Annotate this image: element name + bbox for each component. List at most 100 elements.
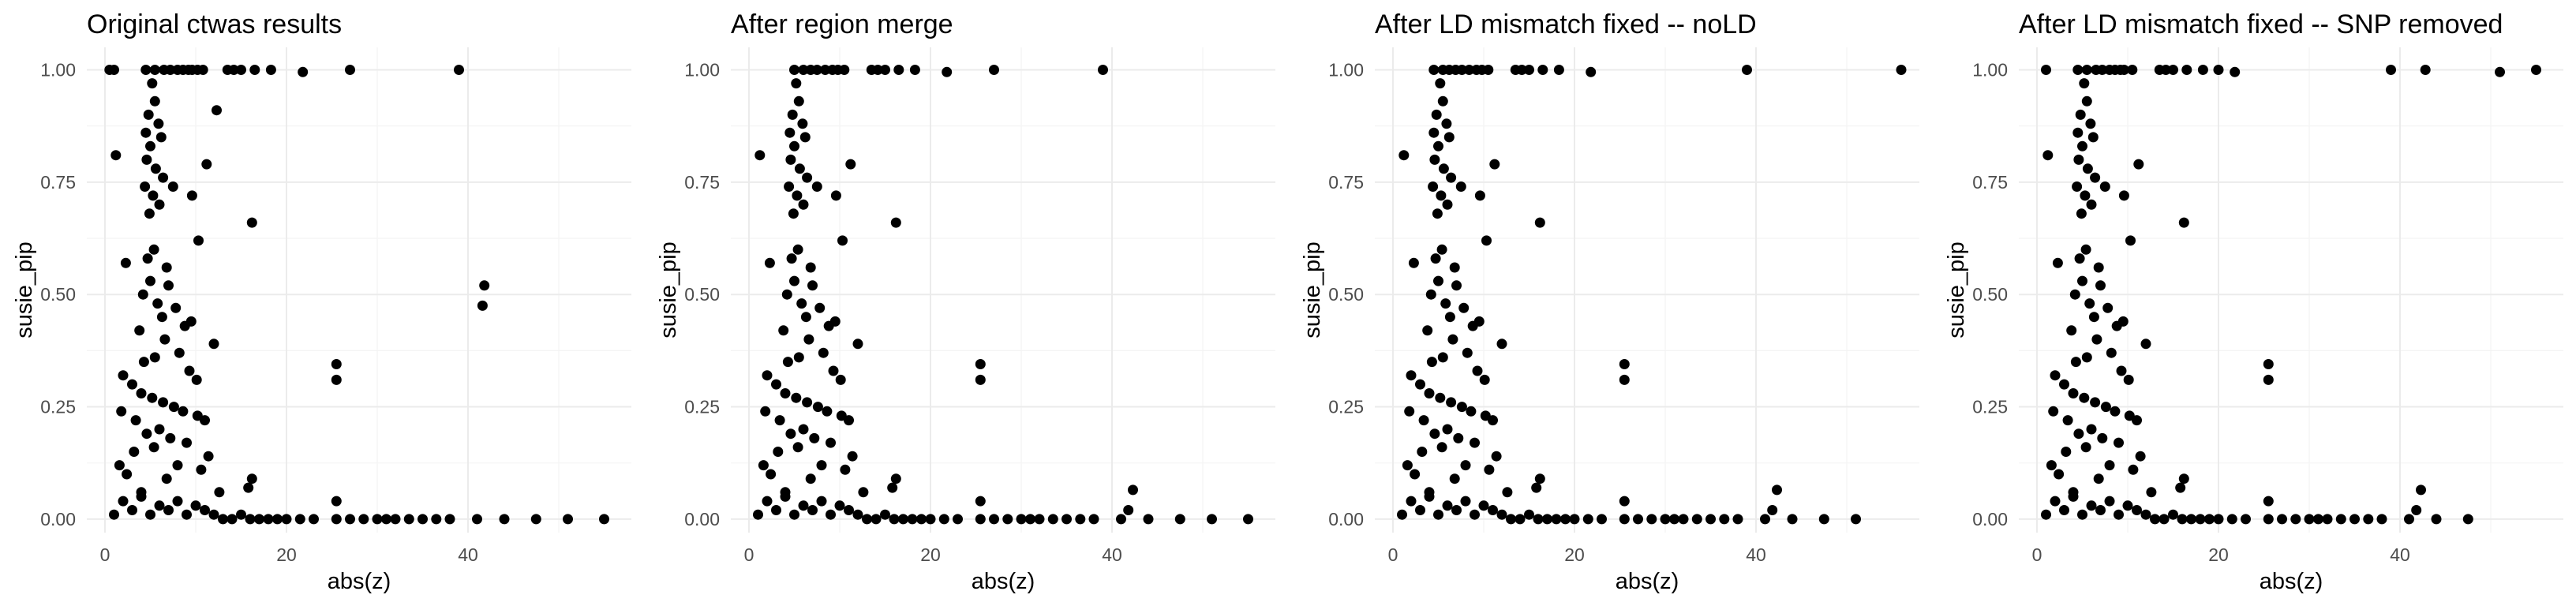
data-point (149, 65, 160, 75)
data-point (148, 190, 159, 201)
data-point (127, 505, 137, 515)
data-point (814, 302, 826, 313)
data-point (2197, 65, 2208, 75)
data-point (771, 505, 781, 515)
data-point (212, 105, 222, 116)
data-point (161, 473, 172, 484)
data-point (1534, 217, 1545, 228)
data-point (2195, 514, 2206, 525)
data-point (1660, 514, 1671, 525)
data-point (191, 374, 202, 385)
data-point (1470, 509, 1480, 520)
data-point (845, 159, 856, 170)
data-point (1456, 65, 1467, 75)
data-point (1455, 181, 1466, 192)
data-point (150, 163, 161, 174)
data-point (147, 392, 158, 403)
data-point (2363, 514, 2374, 525)
data-point (2097, 65, 2108, 75)
data-point (1415, 505, 1425, 515)
data-point (530, 514, 541, 525)
data-point (2072, 181, 2083, 192)
data-point (2226, 514, 2237, 525)
data-point (1428, 127, 1440, 138)
data-point (2411, 505, 2422, 515)
y-tick-label: 0.50 (1972, 284, 2008, 305)
data-point (880, 65, 890, 75)
data-point (186, 190, 197, 201)
data-point (1451, 505, 1462, 515)
data-point (1098, 65, 1108, 75)
x-tick-label: 20 (1564, 544, 1585, 565)
data-point (2054, 469, 2065, 480)
data-point (2175, 482, 2186, 493)
data-point (2118, 190, 2129, 201)
data-point (1398, 150, 1410, 161)
data-point (835, 374, 846, 385)
y-tick-label: 0.25 (1972, 397, 2008, 417)
data-point (1479, 374, 1490, 385)
data-point (1524, 509, 1534, 520)
data-point (764, 257, 775, 268)
data-point (138, 357, 149, 368)
data-point (154, 199, 165, 210)
data-point (1646, 514, 1657, 525)
data-point (2462, 514, 2473, 525)
data-point (2181, 65, 2192, 75)
data-point (2104, 496, 2115, 507)
data-point (1489, 159, 1500, 170)
data-point (2097, 432, 2108, 443)
data-point (182, 509, 192, 520)
data-point (246, 473, 257, 484)
data-point (791, 392, 802, 403)
data-point (1243, 514, 1253, 525)
data-point (758, 460, 769, 471)
data-point (794, 163, 805, 174)
data-point (158, 172, 169, 183)
data-point (2075, 109, 2086, 120)
panel-title: After region merge (731, 9, 953, 39)
data-point (137, 289, 148, 300)
data-point (1075, 514, 1086, 525)
data-point (331, 359, 342, 369)
data-point (2178, 473, 2189, 484)
data-point (2277, 514, 2287, 525)
data-point (228, 65, 239, 75)
data-point (563, 514, 573, 525)
data-point (792, 442, 803, 453)
data-point (2077, 275, 2087, 286)
data-point (2431, 514, 2442, 525)
data-point (784, 181, 795, 192)
data-point (1174, 514, 1185, 525)
data-point (796, 298, 807, 309)
data-point (118, 496, 129, 507)
data-point (871, 514, 882, 525)
x-axis-title: abs(z) (328, 569, 391, 594)
data-point (2290, 514, 2301, 525)
data-point (2125, 235, 2136, 246)
data-point (153, 118, 164, 129)
data-point (196, 464, 207, 475)
data-point (1016, 514, 1027, 525)
data-point (2086, 500, 2097, 511)
data-point (2095, 505, 2106, 515)
data-point (812, 402, 823, 413)
y-tick-label: 0.00 (40, 509, 76, 529)
data-point (1437, 352, 1448, 363)
data-point (2050, 496, 2061, 507)
data-point (1851, 514, 1861, 525)
data-point (265, 65, 276, 75)
data-point (938, 514, 949, 525)
data-point (2081, 352, 2092, 363)
x-tick-label: 20 (276, 544, 297, 565)
data-point (298, 66, 309, 77)
data-point (2090, 397, 2101, 408)
panel-title: After LD mismatch fixed -- noLD (1375, 9, 1757, 39)
data-point (1406, 496, 1417, 507)
data-point (141, 428, 152, 440)
data-point (780, 388, 791, 398)
y-tick-label: 0.50 (40, 284, 76, 305)
data-point (1537, 65, 1548, 75)
data-point (773, 447, 784, 457)
data-point (1472, 365, 1483, 376)
